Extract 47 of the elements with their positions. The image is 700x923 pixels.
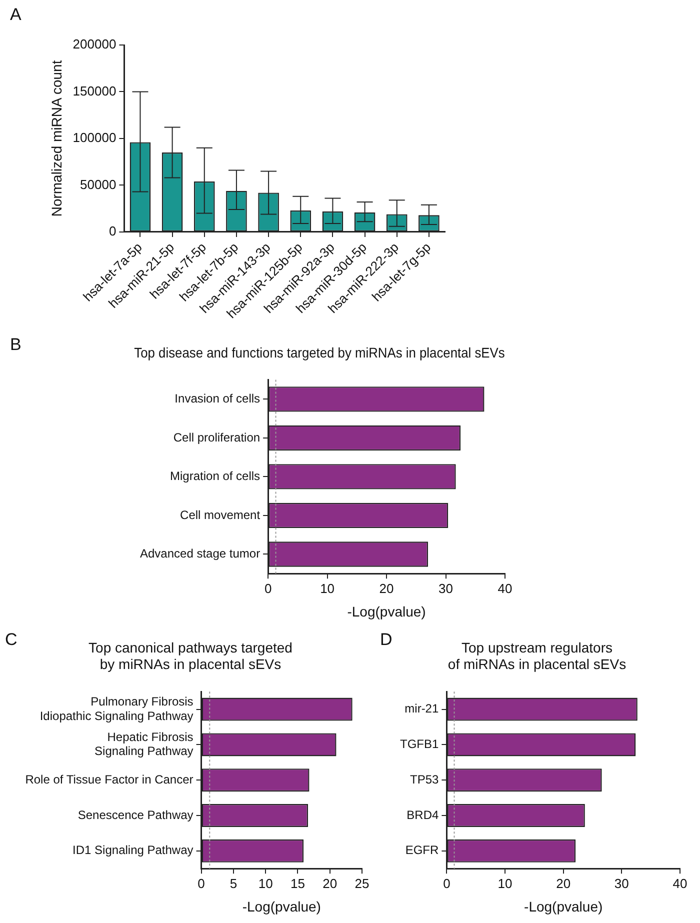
y-tick-label: Migration of cells xyxy=(170,469,260,484)
y-tick-label: EGFR xyxy=(405,843,439,858)
x-tick-label: 0 xyxy=(443,876,450,891)
x-tick-label: 25 xyxy=(354,876,370,891)
x-axis-title: -Log(pvalue) xyxy=(242,898,321,914)
y-tick-label: Hepatic Fibrosis Signaling Pathway xyxy=(94,730,194,758)
y-tick-label: ID1 Signaling Pathway xyxy=(72,843,194,858)
y-tick-label: Advanced stage tumor xyxy=(140,546,260,561)
y-tick-label: 50000 xyxy=(80,176,116,192)
y-tick-label: Pulmonary Fibrosis Idiopathic Signaling Pathway xyxy=(40,694,194,723)
x-axis-title: -Log(pvalue) xyxy=(524,898,603,914)
y-tick-label: BRD4 xyxy=(406,808,439,822)
y-tick-label: 0 xyxy=(108,224,116,239)
x-tick-label: 40 xyxy=(672,876,688,891)
chart-title: Top canonical pathways targeted by miRNAs in placental sEVs xyxy=(88,639,292,672)
y-tick-label: Senescence Pathway xyxy=(78,808,194,822)
x-tick-label: 10 xyxy=(498,876,512,891)
y-tick-label: Cell movement xyxy=(180,508,261,522)
text: B xyxy=(10,335,22,355)
x-tick-label: 5 xyxy=(230,876,238,891)
x-axis-title: -Log(pvalue) xyxy=(347,603,426,620)
chart-title: Top disease and functions targeted by miRNAs in placental sEVs xyxy=(134,344,506,360)
text: D xyxy=(380,630,392,650)
y-tick-label: Cell proliferation xyxy=(173,430,260,444)
x-tick-label: 0 xyxy=(264,580,272,596)
x-tick-label: 30 xyxy=(438,580,453,596)
text: C xyxy=(5,630,18,650)
y-tick-label: 150000 xyxy=(72,83,116,98)
y-tick-label: Invasion of cells xyxy=(174,391,260,406)
chart-title: Top upstream regulators of miRNAs in placental sEVs xyxy=(448,639,626,672)
x-tick-label: 10 xyxy=(320,580,335,596)
x-tick-label: 30 xyxy=(614,876,629,891)
x-tick-label: 20 xyxy=(556,876,571,891)
y-tick-label: 100000 xyxy=(72,130,116,146)
y-tick-label: TGFB1 xyxy=(400,737,439,752)
y-tick-label: TP53 xyxy=(410,772,439,786)
x-tick-label: 20 xyxy=(379,580,394,596)
y-axis-title: Normalized miRNA count xyxy=(48,60,64,217)
x-tick-label: 20 xyxy=(322,876,338,891)
y-tick-label: Role of Tissue Factor in Cancer xyxy=(25,772,194,786)
text: A xyxy=(10,5,22,25)
x-tick-label: 10 xyxy=(258,876,273,891)
y-tick-label: mir-21 xyxy=(404,702,439,716)
x-tick-label: 40 xyxy=(498,580,512,596)
y-tick-label: 200000 xyxy=(72,36,116,52)
x-tick-label: 15 xyxy=(290,876,305,891)
x-tick-label: 0 xyxy=(198,876,205,891)
